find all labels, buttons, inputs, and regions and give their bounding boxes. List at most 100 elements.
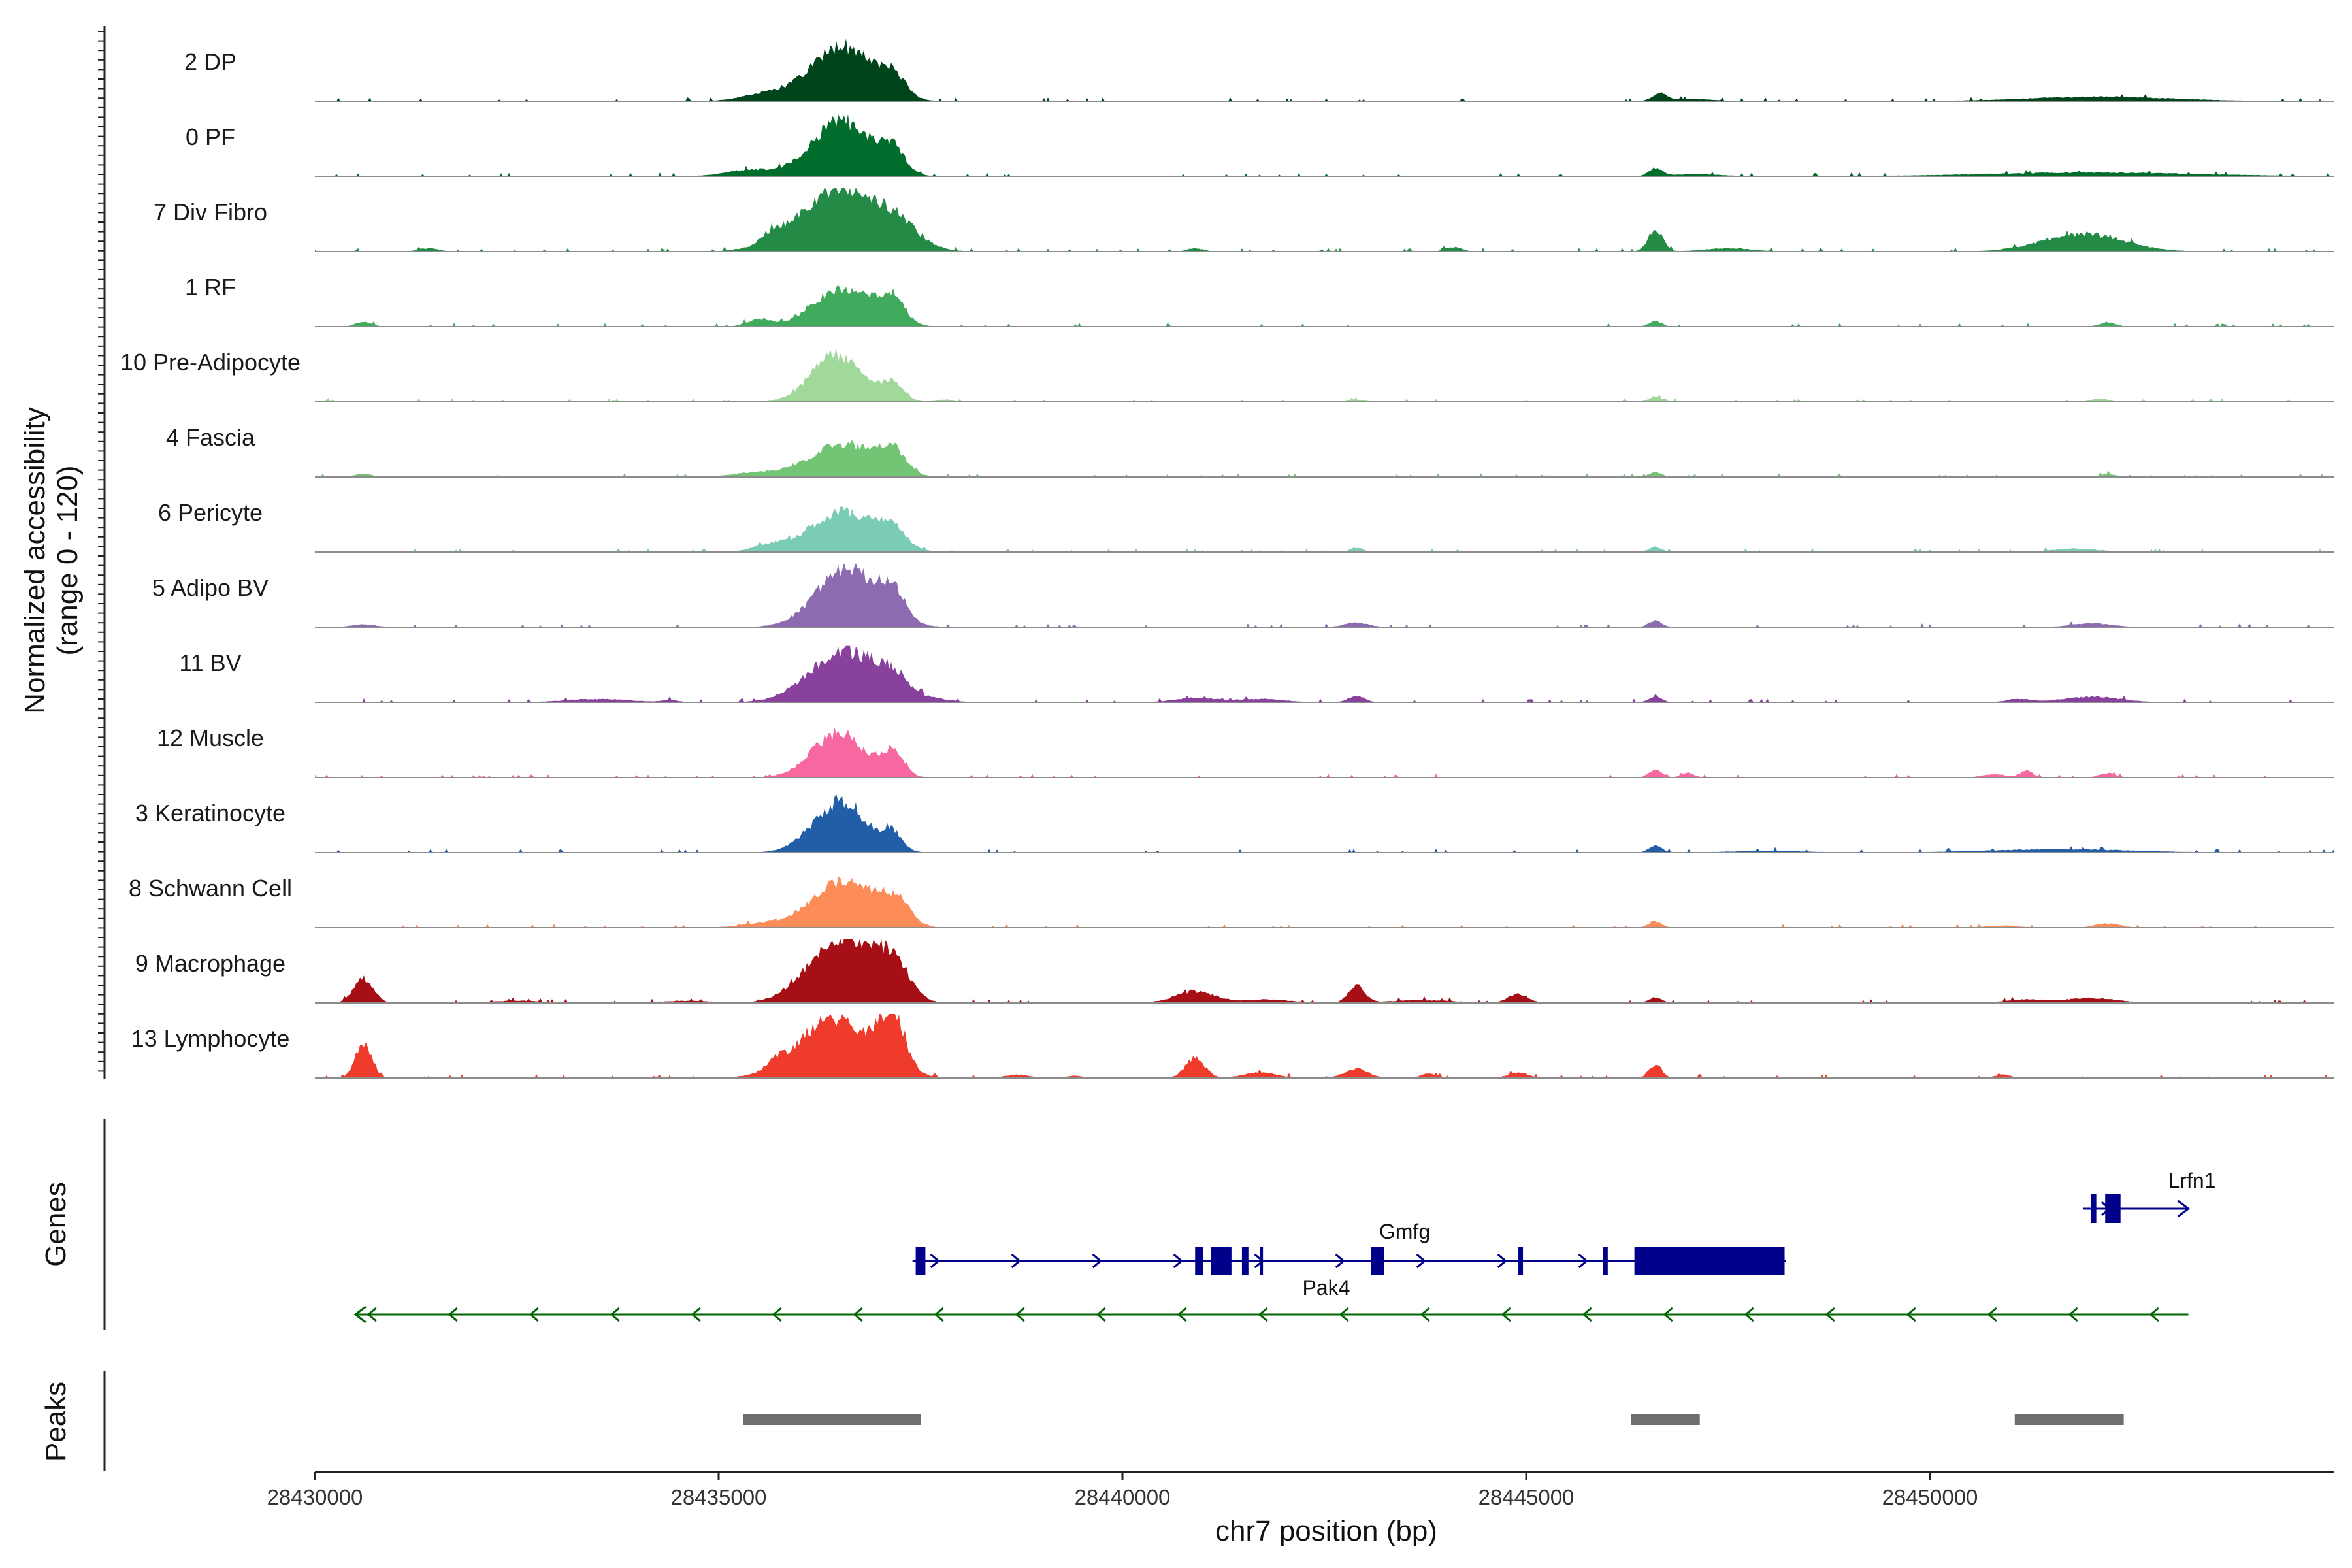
coverage-tracks: 2 DP 0 PF 7 Div Fibro 1 RF 10 Pre-Adipocyte 4… bbox=[120, 39, 2334, 1079]
y-axis-title-line2: (range 0 - 120) bbox=[52, 465, 84, 655]
coverage-area bbox=[315, 188, 2334, 252]
coverage-area bbox=[315, 284, 2334, 327]
strand-arrow bbox=[2149, 1307, 2159, 1322]
track-14: 13 Lymphocyte bbox=[131, 1014, 2334, 1079]
strand-arrow bbox=[772, 1307, 782, 1322]
track-label: 12 Muscle bbox=[157, 725, 264, 751]
strand-arrow bbox=[2177, 1200, 2191, 1218]
track-label: 10 Pre-Adipocyte bbox=[120, 349, 301, 376]
peaks-track: Peaks bbox=[40, 1371, 2124, 1471]
track-label: 3 Keratinocyte bbox=[135, 800, 286, 826]
exon bbox=[1260, 1247, 1264, 1275]
coverage-area bbox=[315, 794, 2334, 853]
strand-arrow bbox=[934, 1307, 944, 1322]
track-label: 9 Macrophage bbox=[135, 950, 286, 977]
x-axis: 28430000 28435000 28440000 28445000 28450000 bbox=[267, 1471, 2334, 1509]
coverage-area bbox=[315, 440, 2334, 477]
track-label: 13 Lymphocyte bbox=[131, 1025, 290, 1052]
gene-label: Pak4 bbox=[1303, 1276, 1350, 1299]
track-1: 2 DP bbox=[184, 39, 2334, 102]
exon bbox=[2105, 1194, 2121, 1223]
track-12: 8 Schwann Cell bbox=[129, 875, 2334, 928]
track-label: 7 Div Fibro bbox=[154, 199, 267, 225]
track-label: 6 Pericyte bbox=[158, 499, 263, 526]
exon bbox=[1371, 1247, 1384, 1275]
peak-region bbox=[743, 1414, 921, 1425]
genes-track: Genes Gmfg Pak4 Lrfn1 bbox=[40, 1119, 2215, 1330]
track-label: 5 Adipo BV bbox=[152, 574, 269, 601]
track-label: 2 DP bbox=[184, 48, 237, 75]
y-axis bbox=[98, 26, 106, 1079]
track-11: 3 Keratinocyte bbox=[135, 794, 2334, 853]
strand-arrow bbox=[610, 1307, 620, 1322]
strand-arrow bbox=[1497, 1253, 1507, 1269]
strand-arrow bbox=[367, 1307, 377, 1322]
track-2: 0 PF bbox=[186, 114, 2334, 177]
coverage-area bbox=[315, 563, 2334, 627]
strand-arrow bbox=[1578, 1253, 1588, 1269]
strand-arrow bbox=[1663, 1307, 1673, 1322]
strand-arrow bbox=[1258, 1307, 1268, 1322]
track-label: 8 Schwann Cell bbox=[129, 875, 292, 902]
strand-arrow bbox=[1092, 1253, 1102, 1269]
strand-arrow bbox=[1177, 1307, 1187, 1322]
strand-arrow bbox=[1335, 1253, 1345, 1269]
gene-pak4: Pak4 bbox=[353, 1276, 2189, 1324]
x-tick-label: 28450000 bbox=[1882, 1485, 1978, 1509]
coverage-area bbox=[315, 39, 2334, 102]
coverage-area bbox=[315, 348, 2334, 402]
strand-arrow bbox=[1420, 1307, 1430, 1322]
exon bbox=[1603, 1247, 1608, 1275]
coverage-area bbox=[315, 645, 2334, 702]
track-10: 12 Muscle bbox=[157, 725, 2334, 778]
track-3: 7 Div Fibro bbox=[154, 188, 2334, 252]
strand-arrow bbox=[1825, 1307, 1835, 1322]
exon bbox=[1195, 1247, 1203, 1275]
track-9: 11 BV bbox=[179, 645, 2334, 703]
strand-arrow bbox=[448, 1307, 458, 1322]
track-5: 10 Pre-Adipocyte bbox=[120, 348, 2334, 402]
strand-arrow bbox=[353, 1305, 367, 1324]
coverage-area bbox=[315, 114, 2334, 176]
coverage-area bbox=[315, 1014, 2334, 1078]
gene-label: Gmfg bbox=[1379, 1220, 1430, 1243]
x-tick-label: 28435000 bbox=[671, 1485, 767, 1509]
peak-region bbox=[2014, 1414, 2124, 1425]
gene-lrfn1: Lrfn1 bbox=[2083, 1169, 2216, 1223]
strand-arrow bbox=[1906, 1307, 1916, 1322]
coverage-area bbox=[315, 506, 2334, 552]
x-tick-label: 28445000 bbox=[1478, 1485, 1575, 1509]
gene-label: Lrfn1 bbox=[2168, 1169, 2216, 1192]
coverage-area bbox=[315, 939, 2334, 1003]
track-label: 0 PF bbox=[186, 123, 235, 150]
strand-arrow bbox=[1582, 1307, 1592, 1322]
exon bbox=[1518, 1247, 1524, 1275]
y-axis-title-line1: Normalized accessibility bbox=[19, 407, 51, 713]
peaks-side-label: Peaks bbox=[40, 1382, 72, 1462]
track-6: 4 Fascia bbox=[166, 424, 2334, 478]
exon bbox=[1241, 1247, 1249, 1275]
strand-arrow bbox=[1173, 1253, 1183, 1269]
track-label: 4 Fascia bbox=[166, 424, 255, 451]
strand-arrow bbox=[853, 1307, 863, 1322]
exon bbox=[2090, 1194, 2097, 1223]
track-13: 9 Macrophage bbox=[135, 939, 2334, 1004]
track-label: 1 RF bbox=[185, 274, 236, 301]
exon bbox=[915, 1247, 926, 1275]
peak-region bbox=[1631, 1414, 1700, 1425]
exon bbox=[1634, 1247, 1785, 1275]
strand-arrow bbox=[1501, 1307, 1511, 1322]
track-8: 5 Adipo BV bbox=[152, 563, 2334, 628]
coverage-area bbox=[315, 727, 2334, 777]
genes-side-label: Genes bbox=[40, 1182, 72, 1267]
strand-arrow bbox=[1096, 1307, 1106, 1322]
exon bbox=[1211, 1247, 1232, 1275]
strand-arrow bbox=[1744, 1307, 1754, 1322]
strand-arrow bbox=[1011, 1253, 1021, 1269]
strand-arrow bbox=[691, 1307, 701, 1322]
x-axis-title: chr7 position (bp) bbox=[1215, 1515, 1437, 1547]
strand-arrow bbox=[1416, 1253, 1426, 1269]
x-tick-label: 28430000 bbox=[267, 1485, 363, 1509]
track-4: 1 RF bbox=[185, 274, 2334, 327]
track-7: 6 Pericyte bbox=[158, 499, 2334, 553]
